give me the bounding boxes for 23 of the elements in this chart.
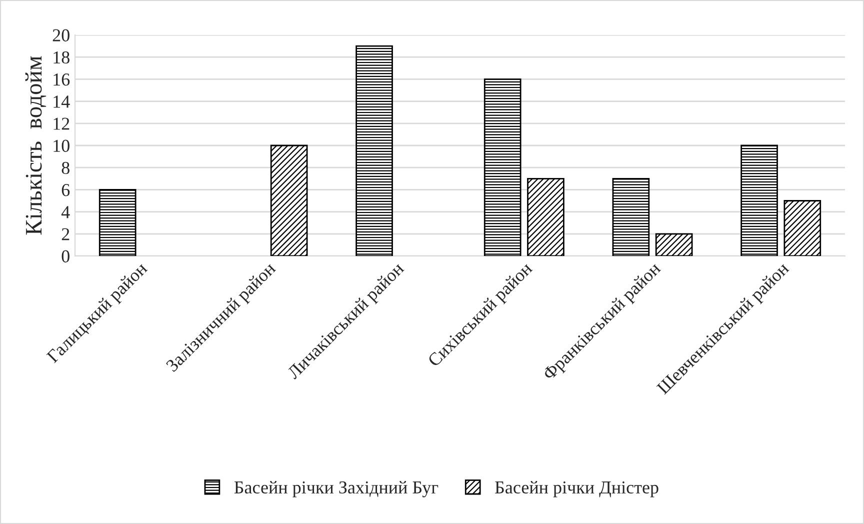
y-tick-label: 20: [52, 29, 70, 42]
y-tick-label: 4: [61, 206, 70, 218]
bar: [527, 178, 564, 256]
y-tick-label: 16: [54, 74, 70, 86]
y-tick-label: 2: [62, 228, 70, 240]
y-tick-label: 12: [54, 118, 70, 130]
bar: [612, 178, 650, 256]
bar: [655, 233, 693, 256]
bar: [356, 45, 393, 256]
y-tick-label: 10: [54, 140, 70, 152]
bar: [270, 144, 308, 256]
y-tick-label: 0: [62, 250, 70, 262]
y-tick-label: 14: [54, 96, 70, 108]
y-tick-label: 18: [54, 51, 70, 64]
bar: [784, 200, 822, 256]
y-axis-title: Кількість водойм: [25, 56, 46, 235]
legend-label: Басейн річки Дністер: [495, 481, 658, 498]
legend-label: Басейн річки Західний Буг: [234, 481, 438, 498]
bar: [484, 78, 522, 256]
bar: [740, 144, 778, 256]
y-tick-label: 8: [62, 162, 70, 174]
bar: [98, 189, 136, 256]
y-tick-label: 6: [62, 184, 70, 196]
